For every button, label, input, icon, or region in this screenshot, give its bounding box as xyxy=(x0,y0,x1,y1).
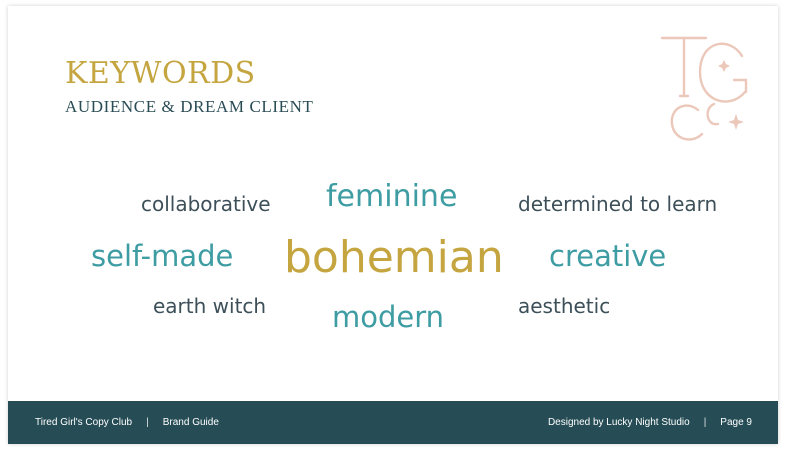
tgcc-monogram-logo xyxy=(660,36,748,141)
keyword-creative: creative xyxy=(549,239,667,273)
footer-right: Designed by Lucky Night Studio | Page 9 xyxy=(548,401,752,444)
keyword-self-made: self-made xyxy=(91,239,234,273)
page-heading: KEYWORDS AUDIENCE & DREAM CLIENT xyxy=(65,56,314,116)
footer-document-name: Brand Guide xyxy=(162,417,219,428)
page-footer: Tired Girl's Copy Club | Brand Guide Des… xyxy=(8,401,778,444)
footer-designer-credit: Designed by Lucky Night Studio xyxy=(547,417,690,428)
footer-separator: | xyxy=(146,417,149,428)
keyword-collaborative: collaborative xyxy=(141,192,271,216)
footer-page-number: Page 9 xyxy=(720,417,752,428)
keyword-earth-witch: earth witch xyxy=(153,294,267,318)
footer-left: Tired Girl's Copy Club | Brand Guide xyxy=(35,401,219,444)
brand-guide-page: KEYWORDS AUDIENCE & DREAM CLIENT collabo… xyxy=(8,6,778,444)
keyword-feminine: feminine xyxy=(326,179,458,214)
keyword-aesthetic: aesthetic xyxy=(518,294,611,318)
keyword-bohemian: bohemian xyxy=(284,232,504,283)
page-subtitle: AUDIENCE & DREAM CLIENT xyxy=(65,97,314,116)
keyword-determined-to-learn: determined to learn xyxy=(518,192,718,216)
footer-separator: | xyxy=(703,417,707,428)
page-title: KEYWORDS xyxy=(65,56,256,91)
keyword-modern: modern xyxy=(332,300,445,334)
footer-brand-name: Tired Girl's Copy Club xyxy=(35,417,133,428)
